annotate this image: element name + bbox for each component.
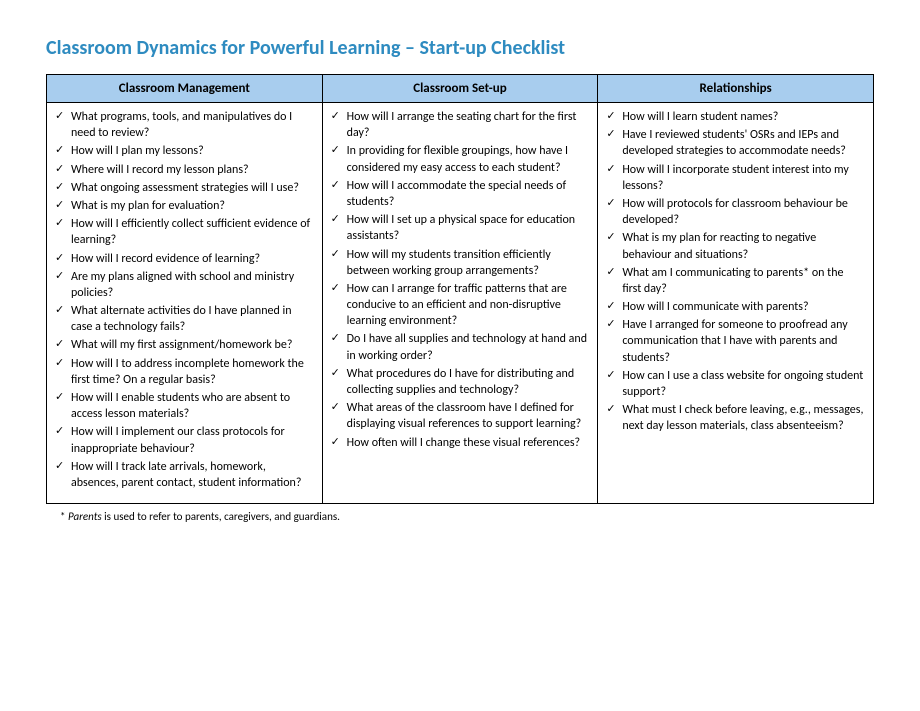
checklist-management: What programs, tools, and manipulatives … (55, 109, 314, 491)
cell-management: What programs, tools, and manipulatives … (47, 103, 323, 504)
checklist-item: What is my plan for evaluation? (55, 198, 314, 214)
footnote-term: Parents (68, 510, 102, 523)
checklist-item: What areas of the classroom have I defin… (331, 400, 590, 432)
footnote-text: is used to refer to parents, caregivers,… (102, 510, 340, 523)
checklist-item: How can I arrange for traffic patterns t… (331, 281, 590, 330)
checklist-item: How will I record evidence of learning? (55, 251, 314, 267)
checklist-item: How will I set up a physical space for e… (331, 212, 590, 244)
checklist-item: How will I to address incomplete homewor… (55, 356, 314, 388)
checklist-item: What will my first assignment/homework b… (55, 337, 314, 353)
col-header-management: Classroom Management (47, 75, 323, 103)
checklist-item: In providing for flexible groupings, how… (331, 143, 590, 175)
checklist-item: How will I implement our class protocols… (55, 424, 314, 456)
checklist-item: How will I learn student names? (606, 109, 865, 125)
checklist-table: Classroom Management Classroom Set-up Re… (46, 74, 874, 504)
checklist-item: How will I accommodate the special needs… (331, 178, 590, 210)
table-body-row: What programs, tools, and manipulatives … (47, 103, 874, 504)
col-header-setup: Classroom Set-up (322, 75, 598, 103)
checklist-item: How will I arrange the seating chart for… (331, 109, 590, 141)
checklist-relationships: How will I learn student names? Have I re… (606, 109, 865, 435)
footnote: * Parents is used to refer to parents, c… (60, 510, 874, 523)
cell-relationships: How will I learn student names? Have I re… (598, 103, 874, 504)
checklist-item: Are my plans aligned with school and min… (55, 269, 314, 301)
checklist-item: How often will I change these visual ref… (331, 435, 590, 451)
page-title: Classroom Dynamics for Powerful Learning… (46, 36, 874, 60)
checklist-item: How will I enable students who are absen… (55, 390, 314, 422)
document-page: Classroom Dynamics for Powerful Learning… (0, 0, 920, 711)
checklist-item: How will I incorporate student interest … (606, 162, 865, 194)
cell-setup: How will I arrange the seating chart for… (322, 103, 598, 504)
checklist-item: How will I efficiently collect sufficien… (55, 216, 314, 248)
checklist-item: Where will I record my lesson plans? (55, 162, 314, 178)
checklist-item: How will I track late arrivals, homework… (55, 459, 314, 491)
checklist-item: What ongoing assessment strategies will … (55, 180, 314, 196)
checklist-item: How can I use a class website for ongoin… (606, 368, 865, 400)
checklist-item: How will protocols for classroom behavio… (606, 196, 865, 228)
checklist-item: Have I arranged for someone to proofread… (606, 317, 865, 366)
footnote-marker: * (60, 510, 65, 523)
checklist-item: What programs, tools, and manipulatives … (55, 109, 314, 141)
checklist-item: How will I communicate with parents? (606, 299, 865, 315)
checklist-item: Do I have all supplies and technology at… (331, 331, 590, 363)
checklist-item: What am I communicating to parents* on t… (606, 265, 865, 297)
checklist-item: What must I check before leaving, e.g., … (606, 402, 865, 434)
checklist-item: How will my students transition efficien… (331, 247, 590, 279)
checklist-item: What is my plan for reacting to negative… (606, 230, 865, 262)
checklist-item: How will I plan my lessons? (55, 143, 314, 159)
table-header-row: Classroom Management Classroom Set-up Re… (47, 75, 874, 103)
checklist-setup: How will I arrange the seating chart for… (331, 109, 590, 451)
col-header-relationships: Relationships (598, 75, 874, 103)
checklist-item: What alternate activities do I have plan… (55, 303, 314, 335)
checklist-item: Have I reviewed students' OSRs and IEPs … (606, 127, 865, 159)
checklist-item: What procedures do I have for distributi… (331, 366, 590, 398)
